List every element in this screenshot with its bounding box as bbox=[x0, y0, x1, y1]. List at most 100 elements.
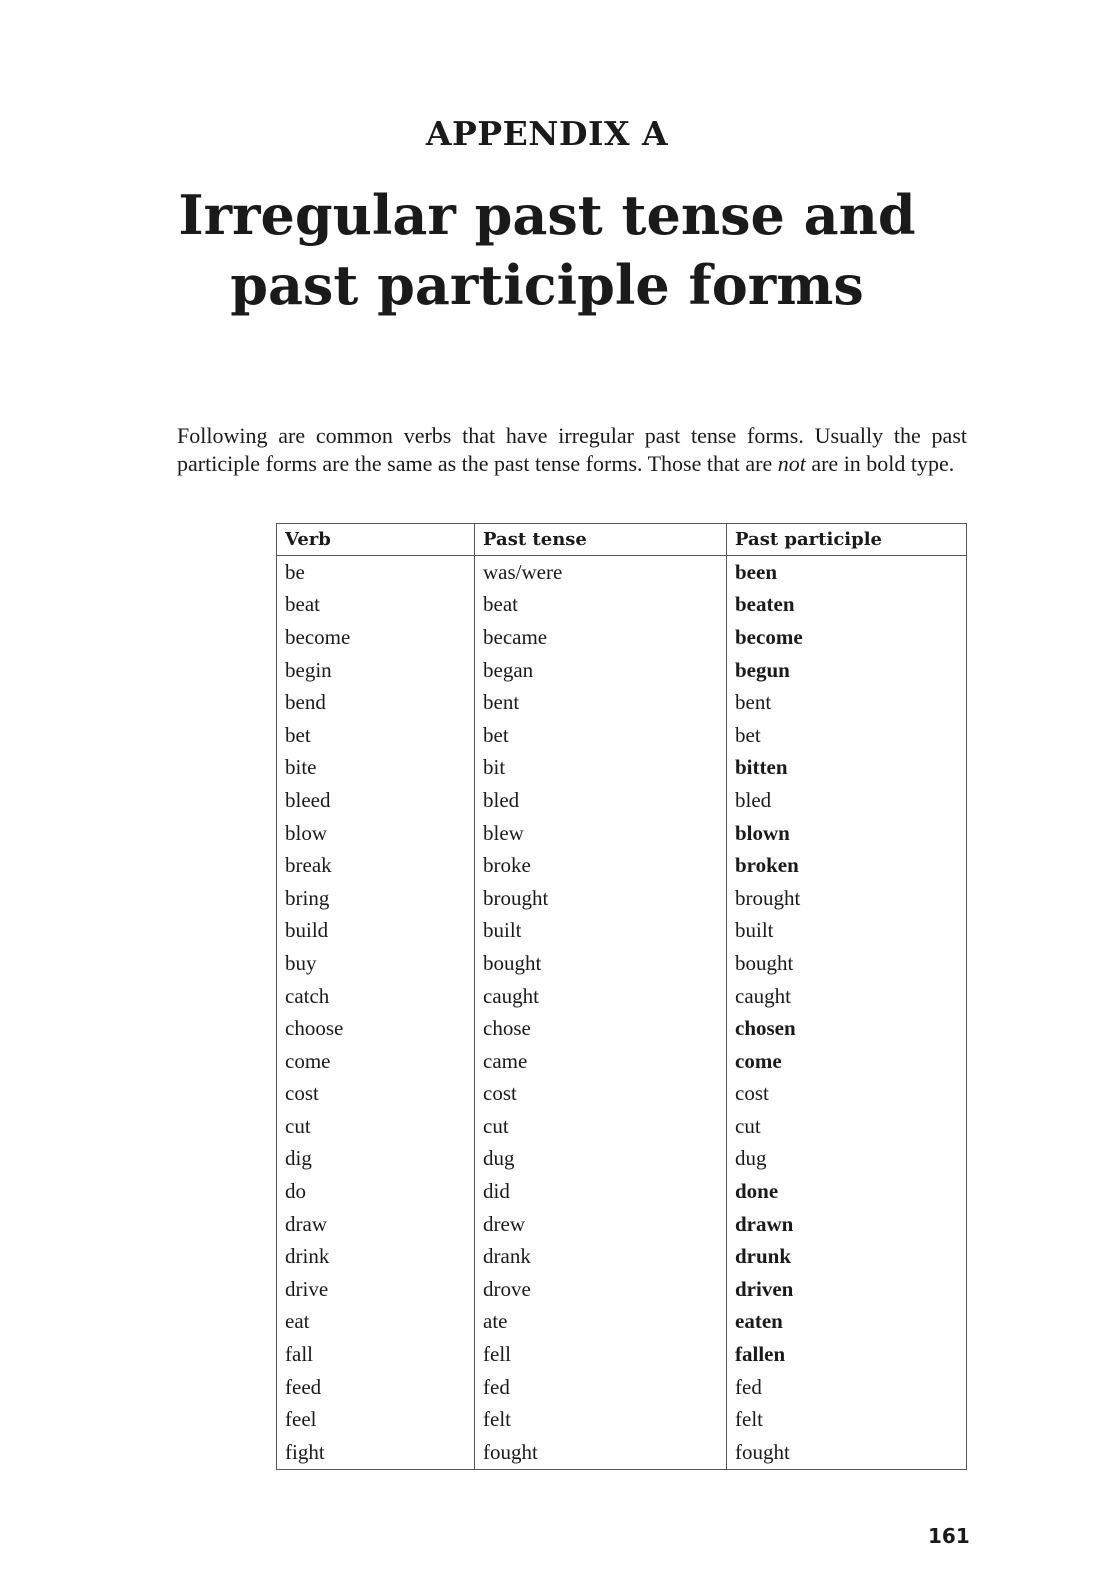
past-tense-cell: was/were bbox=[474, 555, 727, 589]
past-participle-cell: dug bbox=[726, 1142, 967, 1176]
past-tense-cell: blew bbox=[474, 816, 727, 850]
verb-cell: choose bbox=[276, 1012, 475, 1045]
table-row: bite bit bitten bbox=[276, 751, 967, 785]
past-participle-cell: drawn bbox=[726, 1207, 967, 1241]
past-participle-cell: done bbox=[726, 1175, 967, 1208]
past-tense-cell: fed bbox=[474, 1370, 727, 1404]
table-row: drive drove driven bbox=[276, 1273, 967, 1306]
verb-cell: cost bbox=[276, 1077, 475, 1111]
verb-cell: come bbox=[276, 1044, 475, 1078]
past-participle-cell: bled bbox=[726, 784, 967, 817]
past-participle-cell: built bbox=[726, 914, 967, 948]
past-participle-cell: cost bbox=[726, 1077, 967, 1111]
verb-cell: dig bbox=[276, 1142, 475, 1176]
page-number: 161 bbox=[928, 1524, 970, 1548]
page-title: Irregular past tense and past participle… bbox=[0, 180, 1094, 320]
verb-cell: buy bbox=[276, 947, 475, 980]
verb-cell: eat bbox=[276, 1305, 475, 1339]
verb-cell: do bbox=[276, 1175, 475, 1208]
verb-cell: blow bbox=[276, 816, 475, 850]
past-participle-cell: bent bbox=[726, 686, 967, 719]
past-tense-cell: brought bbox=[474, 881, 727, 915]
past-participle-cell: been bbox=[726, 555, 967, 589]
past-tense-cell: felt bbox=[474, 1403, 727, 1437]
verb-cell: drive bbox=[276, 1273, 475, 1306]
past-tense-cell: cut bbox=[474, 1110, 727, 1143]
verb-cell: draw bbox=[276, 1207, 475, 1241]
past-participle-cell: beaten bbox=[726, 588, 967, 622]
past-participle-cell: broken bbox=[726, 849, 967, 882]
irregular-verbs-table: Verb Past tense Past participle be was/we… bbox=[276, 523, 967, 1470]
past-tense-cell: ate bbox=[474, 1305, 727, 1339]
past-tense-cell: did bbox=[474, 1175, 727, 1208]
past-participle-cell: bought bbox=[726, 947, 967, 980]
intro-text-2: are in bold type. bbox=[805, 451, 955, 476]
past-tense-cell: dug bbox=[474, 1142, 727, 1176]
past-participle-cell: eaten bbox=[726, 1305, 967, 1339]
verb-cell: beat bbox=[276, 588, 475, 622]
title-line-2: past participle forms bbox=[230, 253, 864, 317]
table-row: bet bet bet bbox=[276, 718, 967, 752]
intro-text-1: Following are common verbs that have irr… bbox=[177, 423, 967, 476]
table-row: be was/were been bbox=[276, 555, 967, 589]
past-participle-cell: caught bbox=[726, 979, 967, 1013]
table-header-row: Verb Past tense Past participle bbox=[276, 523, 967, 556]
verb-cell: bite bbox=[276, 751, 475, 785]
past-participle-cell: begun bbox=[726, 653, 967, 687]
verb-cell: feed bbox=[276, 1370, 475, 1404]
table-row: begin began begun bbox=[276, 653, 967, 687]
table-row: blow blew blown bbox=[276, 816, 967, 850]
past-tense-cell: chose bbox=[474, 1012, 727, 1045]
past-participle-cell: bitten bbox=[726, 751, 967, 785]
past-participle-cell: driven bbox=[726, 1273, 967, 1306]
past-participle-cell: chosen bbox=[726, 1012, 967, 1045]
table-row: do did done bbox=[276, 1175, 967, 1208]
past-participle-cell: cut bbox=[726, 1110, 967, 1143]
past-tense-cell: came bbox=[474, 1044, 727, 1078]
table-row: draw drew drawn bbox=[276, 1207, 967, 1241]
verb-cell: feel bbox=[276, 1403, 475, 1437]
title-line-1: Irregular past tense and bbox=[178, 183, 916, 247]
table-row: become became become bbox=[276, 621, 967, 654]
verb-cell: fall bbox=[276, 1338, 475, 1371]
table-row: feel felt felt bbox=[276, 1403, 967, 1437]
table-row: come came come bbox=[276, 1044, 967, 1078]
past-tense-cell: bled bbox=[474, 784, 727, 817]
table-row: buy bought bought bbox=[276, 947, 967, 980]
table-row: cut cut cut bbox=[276, 1110, 967, 1143]
intro-paragraph: Following are common verbs that have irr… bbox=[177, 422, 967, 478]
past-tense-cell: bought bbox=[474, 947, 727, 980]
table-row: catch caught caught bbox=[276, 979, 967, 1013]
past-tense-cell: drew bbox=[474, 1207, 727, 1241]
verb-cell: build bbox=[276, 914, 475, 948]
table-row: build built built bbox=[276, 914, 967, 948]
table-row: fight fought fought bbox=[276, 1436, 967, 1470]
past-tense-cell: bit bbox=[474, 751, 727, 785]
past-tense-cell: drove bbox=[474, 1273, 727, 1306]
past-tense-cell: beat bbox=[474, 588, 727, 622]
table-row: feed fed fed bbox=[276, 1370, 967, 1404]
verb-cell: catch bbox=[276, 979, 475, 1013]
table-row: cost cost cost bbox=[276, 1077, 967, 1111]
table-row: bleed bled bled bbox=[276, 784, 967, 817]
past-participle-cell: bet bbox=[726, 718, 967, 752]
past-participle-cell: become bbox=[726, 621, 967, 654]
verb-cell: fight bbox=[276, 1436, 475, 1470]
verb-cell: bet bbox=[276, 718, 475, 752]
past-participle-cell: blown bbox=[726, 816, 967, 850]
past-tense-cell: fell bbox=[474, 1338, 727, 1371]
past-tense-cell: bet bbox=[474, 718, 727, 752]
past-participle-cell: come bbox=[726, 1044, 967, 1078]
past-participle-cell: fought bbox=[726, 1436, 967, 1470]
past-tense-cell: broke bbox=[474, 849, 727, 882]
past-tense-cell: built bbox=[474, 914, 727, 948]
table-row: eat ate eaten bbox=[276, 1305, 967, 1339]
past-tense-cell: bent bbox=[474, 686, 727, 719]
past-participle-cell: brought bbox=[726, 881, 967, 915]
verb-cell: begin bbox=[276, 653, 475, 687]
past-tense-cell: fought bbox=[474, 1436, 727, 1470]
verb-cell: break bbox=[276, 849, 475, 882]
appendix-label: APPENDIX A bbox=[425, 114, 669, 153]
past-tense-cell: began bbox=[474, 653, 727, 687]
header-verb: Verb bbox=[276, 523, 475, 556]
